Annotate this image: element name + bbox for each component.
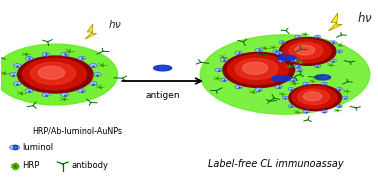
Circle shape [235, 58, 278, 79]
Circle shape [255, 88, 262, 91]
Circle shape [289, 85, 342, 110]
Circle shape [61, 93, 68, 97]
Circle shape [288, 88, 294, 90]
Circle shape [303, 82, 309, 85]
Circle shape [290, 58, 297, 62]
Circle shape [336, 88, 342, 90]
Circle shape [279, 59, 285, 62]
Text: antibody: antibody [71, 161, 108, 170]
Circle shape [295, 35, 301, 38]
Circle shape [283, 39, 331, 63]
Circle shape [279, 41, 285, 44]
Circle shape [18, 56, 93, 93]
Circle shape [295, 45, 315, 55]
Circle shape [223, 52, 294, 87]
Circle shape [42, 52, 50, 56]
Text: Label-free CL immunoassay: Label-free CL immunoassay [208, 159, 344, 169]
Circle shape [290, 78, 297, 81]
Circle shape [31, 62, 76, 84]
Circle shape [78, 89, 85, 93]
Ellipse shape [200, 35, 370, 114]
Circle shape [336, 105, 342, 108]
Circle shape [275, 85, 282, 89]
Circle shape [25, 57, 33, 60]
Circle shape [273, 50, 279, 53]
Circle shape [289, 42, 323, 59]
Polygon shape [85, 24, 97, 39]
Circle shape [90, 64, 97, 67]
Text: luminol: luminol [22, 143, 53, 152]
Circle shape [14, 64, 21, 67]
Circle shape [235, 51, 242, 55]
Circle shape [321, 110, 327, 113]
Ellipse shape [153, 65, 172, 71]
Circle shape [295, 68, 302, 72]
Circle shape [220, 58, 228, 62]
Circle shape [39, 66, 65, 79]
Circle shape [235, 85, 242, 89]
Circle shape [14, 82, 21, 85]
Circle shape [94, 73, 101, 76]
Circle shape [330, 41, 336, 44]
Circle shape [228, 55, 288, 84]
Circle shape [342, 96, 348, 99]
Text: HRP: HRP [22, 161, 40, 170]
Circle shape [295, 65, 301, 68]
Circle shape [22, 58, 87, 90]
Circle shape [321, 82, 327, 85]
Circle shape [243, 62, 268, 74]
Circle shape [42, 93, 50, 97]
Circle shape [275, 51, 282, 55]
Circle shape [282, 96, 288, 99]
Polygon shape [328, 13, 342, 31]
Circle shape [292, 86, 337, 108]
Ellipse shape [278, 55, 296, 61]
Ellipse shape [0, 44, 118, 105]
Circle shape [255, 49, 262, 52]
Circle shape [61, 52, 68, 56]
Circle shape [303, 110, 309, 113]
Circle shape [298, 89, 329, 105]
Circle shape [215, 68, 222, 72]
Circle shape [220, 78, 228, 81]
Circle shape [10, 145, 20, 150]
Circle shape [279, 38, 336, 65]
Circle shape [330, 59, 336, 62]
Circle shape [314, 35, 321, 38]
Circle shape [90, 82, 97, 85]
Circle shape [9, 73, 17, 76]
Circle shape [336, 50, 342, 53]
Circle shape [78, 57, 85, 60]
Ellipse shape [315, 75, 331, 80]
Circle shape [314, 65, 321, 68]
Text: HRP/Ab-luminol-AuNPs: HRP/Ab-luminol-AuNPs [33, 126, 123, 135]
Text: $h\nu$: $h\nu$ [356, 11, 372, 25]
Ellipse shape [272, 76, 291, 81]
Circle shape [288, 105, 294, 108]
Text: antigen: antigen [145, 91, 180, 100]
Circle shape [304, 92, 322, 101]
Text: $h\nu$: $h\nu$ [108, 18, 122, 30]
Circle shape [25, 89, 33, 93]
